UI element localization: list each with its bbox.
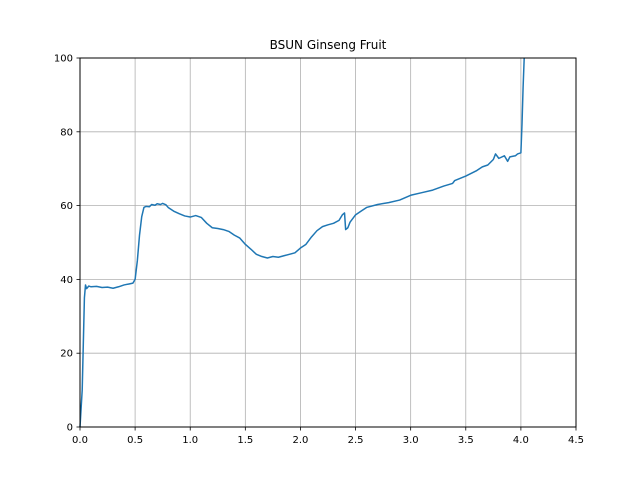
x-tick-label: 4.5	[568, 435, 584, 446]
y-tick-label: 40	[60, 275, 73, 286]
x-tick-label: 2.5	[348, 435, 364, 446]
series-layer	[79, 57, 525, 428]
y-axis: 0 20 40 60 80 100	[54, 54, 80, 434]
x-tick-label: 4.0	[513, 435, 529, 446]
series-line-0	[79, 57, 525, 428]
x-tick-label: 2.0	[292, 435, 308, 446]
x-tick-label: 0.0	[72, 435, 88, 446]
y-tick-label: 0	[67, 423, 73, 434]
chart-title: BSUN Ginseng Fruit	[270, 38, 387, 52]
y-tick-label: 20	[60, 349, 73, 360]
y-tick-label: 100	[54, 54, 73, 65]
x-tick-label: 1.0	[182, 435, 198, 446]
plot-frame	[79, 57, 577, 428]
y-tick-label: 80	[60, 127, 73, 138]
x-tick-label: 3.5	[458, 435, 474, 446]
x-tick-label: 3.0	[403, 435, 419, 446]
y-tick-label: 60	[60, 201, 73, 212]
x-tick-label: 1.5	[237, 435, 253, 446]
x-axis: 0.0 0.5 1.0 1.5 2.0 2.5 3.0 3.5 4.0 4.5	[72, 427, 584, 446]
x-tick-label: 0.5	[127, 435, 143, 446]
